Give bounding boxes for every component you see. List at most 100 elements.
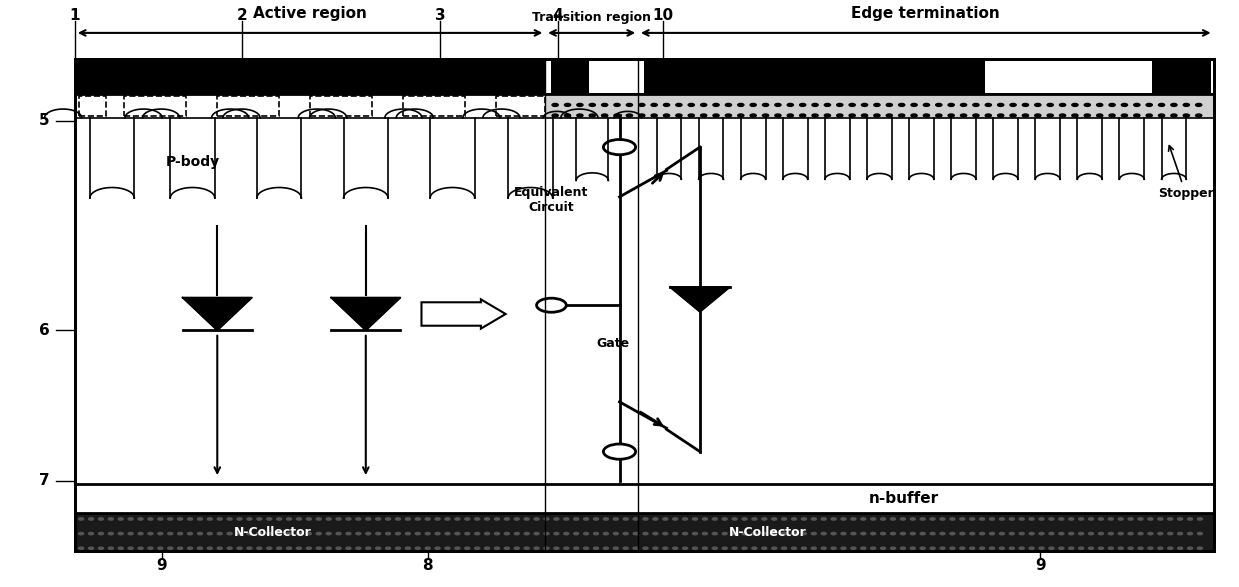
Circle shape — [395, 547, 400, 549]
Circle shape — [1109, 518, 1114, 520]
Circle shape — [930, 518, 935, 520]
Circle shape — [774, 114, 781, 117]
Circle shape — [207, 547, 212, 549]
Circle shape — [1010, 532, 1015, 535]
Circle shape — [750, 103, 756, 106]
Circle shape — [935, 114, 942, 117]
Circle shape — [990, 518, 995, 520]
Circle shape — [157, 518, 162, 520]
Circle shape — [650, 114, 657, 117]
Circle shape — [623, 547, 628, 549]
Circle shape — [375, 518, 380, 520]
Circle shape — [1197, 547, 1202, 549]
Circle shape — [1010, 114, 1016, 117]
Circle shape — [871, 547, 876, 549]
Circle shape — [465, 547, 470, 549]
Circle shape — [1049, 532, 1054, 535]
Circle shape — [792, 547, 797, 549]
Circle shape — [306, 532, 311, 535]
Circle shape — [475, 532, 479, 535]
Circle shape — [306, 547, 311, 549]
Circle shape — [584, 547, 589, 549]
Text: Transition region: Transition region — [533, 11, 652, 24]
Circle shape — [484, 518, 489, 520]
Circle shape — [873, 103, 880, 106]
Circle shape — [425, 532, 430, 535]
Circle shape — [940, 547, 945, 549]
Circle shape — [534, 532, 539, 535]
Circle shape — [98, 518, 103, 520]
Text: 3: 3 — [435, 8, 445, 23]
Circle shape — [346, 518, 351, 520]
Circle shape — [960, 518, 965, 520]
Circle shape — [237, 547, 242, 549]
Circle shape — [108, 547, 113, 549]
Circle shape — [465, 532, 470, 535]
Circle shape — [574, 518, 579, 520]
Bar — [74, 95, 545, 118]
Circle shape — [737, 114, 743, 117]
Circle shape — [177, 518, 182, 520]
Circle shape — [138, 518, 142, 520]
Circle shape — [663, 547, 668, 549]
Circle shape — [901, 532, 906, 535]
Circle shape — [118, 547, 123, 549]
Circle shape — [921, 547, 926, 549]
Circle shape — [227, 532, 232, 535]
Circle shape — [1089, 532, 1094, 535]
Circle shape — [633, 532, 638, 535]
Circle shape — [841, 532, 846, 535]
Circle shape — [923, 103, 929, 106]
FancyBboxPatch shape — [403, 96, 465, 116]
Circle shape — [316, 518, 321, 520]
Circle shape — [1020, 547, 1025, 549]
Circle shape — [762, 547, 767, 549]
Circle shape — [445, 547, 450, 549]
Circle shape — [405, 532, 410, 535]
Circle shape — [935, 103, 942, 106]
Circle shape — [772, 547, 777, 549]
Circle shape — [824, 103, 830, 106]
FancyBboxPatch shape — [217, 96, 279, 116]
Circle shape — [286, 532, 291, 535]
Circle shape — [78, 547, 83, 549]
Circle shape — [1000, 518, 1005, 520]
Circle shape — [851, 532, 856, 535]
Circle shape — [688, 103, 694, 106]
Circle shape — [799, 114, 805, 117]
Circle shape — [256, 547, 261, 549]
Circle shape — [1158, 518, 1163, 520]
Circle shape — [415, 518, 420, 520]
Circle shape — [1000, 532, 1005, 535]
Circle shape — [742, 518, 747, 520]
Circle shape — [725, 103, 731, 106]
Circle shape — [326, 532, 331, 535]
Circle shape — [886, 103, 892, 106]
FancyArrow shape — [421, 299, 506, 329]
Circle shape — [118, 518, 123, 520]
Circle shape — [1168, 518, 1172, 520]
Circle shape — [554, 532, 559, 535]
Circle shape — [385, 547, 390, 549]
Circle shape — [425, 547, 430, 549]
Circle shape — [1109, 532, 1114, 535]
Circle shape — [1000, 547, 1005, 549]
Circle shape — [78, 518, 83, 520]
Circle shape — [603, 547, 608, 549]
Circle shape — [197, 518, 202, 520]
Circle shape — [504, 532, 509, 535]
Circle shape — [1197, 532, 1202, 535]
Circle shape — [643, 532, 648, 535]
Text: Equivalent
Circuit: Equivalent Circuit — [514, 186, 589, 214]
Circle shape — [950, 532, 955, 535]
Circle shape — [593, 532, 598, 535]
Circle shape — [1059, 532, 1064, 535]
Circle shape — [688, 114, 694, 117]
Circle shape — [1129, 532, 1134, 535]
Circle shape — [574, 547, 579, 549]
Bar — [644, 59, 985, 95]
Circle shape — [836, 114, 843, 117]
Circle shape — [296, 532, 301, 535]
Circle shape — [475, 518, 479, 520]
Circle shape — [1010, 103, 1016, 106]
